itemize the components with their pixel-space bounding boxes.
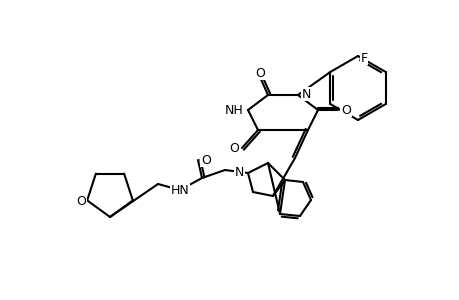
Text: O: O [254, 67, 264, 80]
Text: NH: NH [225, 103, 243, 116]
Text: N: N [302, 88, 311, 100]
Text: O: O [229, 142, 238, 154]
Text: O: O [201, 154, 211, 166]
Text: O: O [76, 195, 86, 208]
Text: N: N [234, 167, 243, 179]
Text: HN: HN [170, 184, 189, 196]
Text: F: F [360, 52, 367, 64]
Text: O: O [340, 103, 350, 116]
